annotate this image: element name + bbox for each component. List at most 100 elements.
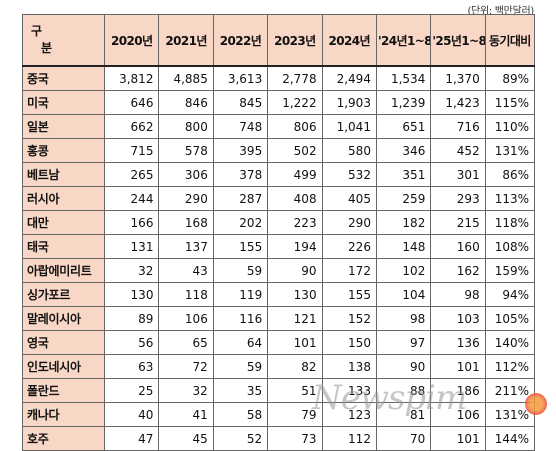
value-cell: 63: [104, 354, 160, 379]
value-cell: 845: [212, 90, 269, 115]
value-cell: 64: [212, 330, 269, 355]
value-cell: 578: [158, 138, 214, 163]
table-row: 대만 166 168 202 223 290 182 215 118%: [21, 210, 536, 235]
value-cell: 1,423: [430, 90, 486, 115]
value-cell: 133: [321, 378, 377, 403]
value-cell: 144%: [484, 426, 536, 451]
table-row: 말레이시아 89 106 116 121 152 98 103 105%: [21, 306, 536, 331]
value-cell: 290: [158, 186, 214, 211]
value-cell: 168: [158, 210, 214, 235]
value-cell: 265: [104, 162, 160, 187]
value-cell: 136: [430, 330, 486, 355]
value-cell: 97: [375, 330, 432, 355]
country-cell: 영국: [21, 330, 106, 355]
table-row: 영국 56 65 64 101 150 97 136 140%: [21, 330, 536, 355]
value-cell: 378: [212, 162, 269, 187]
value-cell: 152: [321, 306, 377, 331]
value-cell: 25: [104, 378, 160, 403]
value-cell: 140%: [484, 330, 536, 355]
value-cell: 98: [375, 306, 432, 331]
country-cell: 일본: [21, 114, 106, 139]
country-cell: 대만: [21, 210, 106, 235]
value-cell: 715: [104, 138, 160, 163]
value-cell: 43: [158, 258, 214, 283]
value-cell: 1,239: [375, 90, 432, 115]
value-cell: 748: [212, 114, 269, 139]
value-cell: 89: [104, 306, 160, 331]
value-cell: 103: [430, 306, 486, 331]
value-cell: 150: [321, 330, 377, 355]
value-cell: 202: [212, 210, 269, 235]
value-cell: 215: [430, 210, 486, 235]
table-row: 베트남 265 306 378 499 532 351 301 86%: [21, 162, 536, 187]
country-cell: 싱가포르: [21, 282, 106, 307]
table-row: 호주 47 45 52 73 112 70 101 144%: [21, 426, 536, 451]
value-cell: 3,613: [212, 65, 269, 91]
value-cell: 1,041: [321, 114, 377, 139]
value-cell: 226: [321, 234, 377, 259]
country-cell: 말레이시아: [21, 306, 106, 331]
value-cell: 101: [430, 426, 486, 451]
table-row: 아랍에미리트 32 43 59 90 172 102 162 159%: [21, 258, 536, 283]
value-cell: 148: [375, 234, 432, 259]
header-corner: 구 분: [21, 14, 106, 67]
column-header: '25년1~8월: [430, 14, 486, 67]
value-cell: 651: [375, 114, 432, 139]
value-cell: 1,222: [267, 90, 323, 115]
value-cell: 395: [212, 138, 269, 163]
value-cell: 4,885: [158, 65, 214, 91]
column-header: 2022년: [212, 14, 269, 67]
value-cell: 159%: [484, 258, 536, 283]
value-cell: 1,370: [430, 65, 486, 91]
country-cell: 중국: [21, 65, 106, 91]
value-cell: 351: [375, 162, 432, 187]
value-cell: 94%: [484, 282, 536, 307]
table-row: 캐나다 40 41 58 79 123 81 106 131%: [21, 402, 536, 427]
value-cell: 101: [430, 354, 486, 379]
value-cell: 452: [430, 138, 486, 163]
corner-bottom-label: 분: [41, 41, 52, 55]
value-cell: 112%: [484, 354, 536, 379]
value-cell: 59: [212, 354, 269, 379]
value-cell: 82: [267, 354, 323, 379]
value-cell: 194: [267, 234, 323, 259]
value-cell: 35: [212, 378, 269, 403]
value-cell: 101: [267, 330, 323, 355]
value-cell: 121: [267, 306, 323, 331]
value-cell: 59: [212, 258, 269, 283]
value-cell: 306: [158, 162, 214, 187]
value-cell: 116: [212, 306, 269, 331]
value-cell: 90: [375, 354, 432, 379]
value-cell: 89%: [484, 65, 536, 91]
table-row: 미국 646 846 845 1,222 1,903 1,239 1,423 115%: [21, 90, 536, 115]
value-cell: 293: [430, 186, 486, 211]
country-cell: 홍콩: [21, 138, 106, 163]
value-cell: 800: [158, 114, 214, 139]
column-header: '24년1~8월: [375, 14, 432, 67]
value-cell: 118%: [484, 210, 536, 235]
value-cell: 102: [375, 258, 432, 283]
value-cell: 346: [375, 138, 432, 163]
value-cell: 806: [267, 114, 323, 139]
value-cell: 131%: [484, 138, 536, 163]
value-cell: 130: [104, 282, 160, 307]
value-cell: 52: [212, 426, 269, 451]
value-cell: 1,534: [375, 65, 432, 91]
value-cell: 40: [104, 402, 160, 427]
value-cell: 502: [267, 138, 323, 163]
value-cell: 155: [212, 234, 269, 259]
value-cell: 47: [104, 426, 160, 451]
value-cell: 3,812: [104, 65, 160, 91]
value-cell: 106: [158, 306, 214, 331]
table-row: 일본 662 800 748 806 1,041 651 716 110%: [21, 114, 536, 139]
value-cell: 72: [158, 354, 214, 379]
value-cell: 119: [212, 282, 269, 307]
value-cell: 162: [430, 258, 486, 283]
table-row: 러시아 244 290 287 408 405 259 293 113%: [21, 186, 536, 211]
country-cell: 러시아: [21, 186, 106, 211]
value-cell: 846: [158, 90, 214, 115]
watermark-sun-icon: [525, 393, 547, 415]
table-row: 인도네시아 63 72 59 82 138 90 101 112%: [21, 354, 536, 379]
value-cell: 182: [375, 210, 432, 235]
column-header: 2021년: [158, 14, 214, 67]
